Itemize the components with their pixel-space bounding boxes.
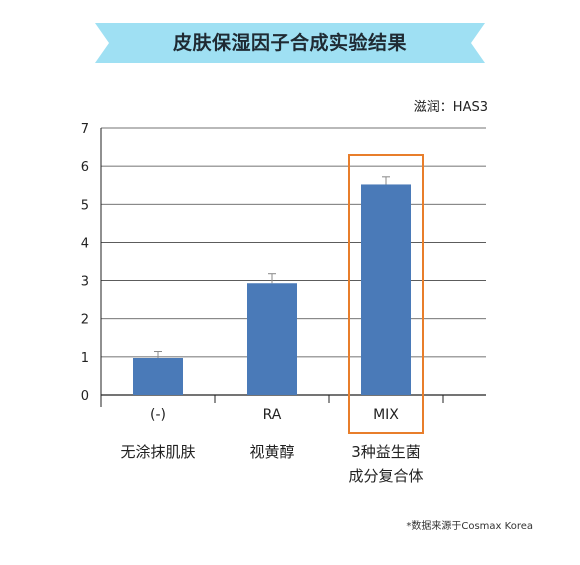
y-tick-label: 0	[81, 389, 89, 404]
y-tick-label: 5	[81, 198, 89, 213]
highlight-box	[348, 154, 424, 434]
y-tick-label: 1	[81, 351, 89, 366]
x-tick-label: MIX	[373, 407, 399, 423]
caption-line: 视黄醇	[249, 443, 295, 461]
y-tick-label: 6	[81, 160, 89, 175]
banner-ribbon-shape	[95, 23, 485, 63]
y-tick-label: 7	[81, 122, 89, 137]
bar-mix	[361, 184, 411, 395]
page-title: 皮肤保湿因子合成实验结果	[172, 32, 407, 54]
unit-label: 滋润：HAS3	[413, 100, 488, 115]
x-tick-label: (-)	[150, 407, 166, 423]
source-note: *数据来源于Cosmax Korea	[406, 521, 533, 532]
bar-	[133, 358, 183, 395]
y-tick-label: 3	[81, 275, 89, 290]
caption-line: 3种益生菌	[351, 443, 421, 461]
category-caption-retinol: 视黄醇	[202, 440, 342, 464]
category-caption-probiotic-complex: 3种益生菌 成分复合体	[316, 440, 456, 488]
y-tick-label: 4	[81, 236, 89, 251]
caption-line: 成分复合体	[348, 467, 424, 485]
caption-line: 无涂抹肌肤	[120, 443, 196, 461]
y-tick-label: 2	[81, 313, 89, 328]
x-tick-label: RA	[263, 407, 282, 423]
bar-ra	[247, 283, 297, 395]
title-banner: 皮肤保湿因子合成实验结果	[95, 23, 485, 63]
category-caption-untreated: 无涂抹肌肤	[88, 440, 228, 464]
